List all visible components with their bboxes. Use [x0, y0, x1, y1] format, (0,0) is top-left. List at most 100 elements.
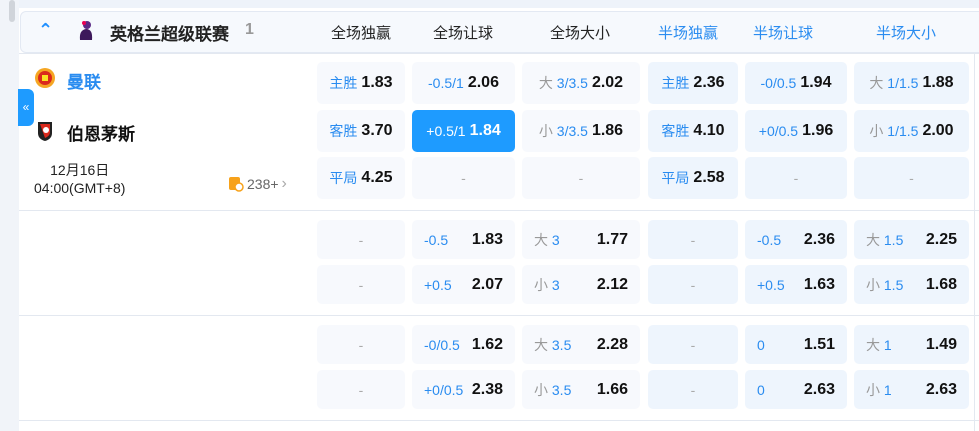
odds-cell[interactable]: 小 3 2.12: [522, 265, 640, 304]
empty-odds: -: [358, 231, 364, 248]
odds-cell: -: [854, 157, 969, 199]
odds-cell[interactable]: -0/0.5 1.94: [745, 62, 847, 104]
scrollbar-thumb[interactable]: [9, 0, 15, 22]
odds-cell[interactable]: 0 1.51: [745, 325, 847, 364]
odds-cell[interactable]: +0.5 1.63: [745, 265, 847, 304]
empty-odds: -: [690, 276, 696, 293]
odds-cell[interactable]: 客胜 3.70: [317, 110, 405, 152]
odds-prefix: 大: [534, 336, 548, 353]
odds-cell[interactable]: 大 1/1.5 1.88: [854, 62, 969, 104]
odds-label: -0.5: [424, 231, 449, 248]
odds-value: 2.58: [693, 169, 725, 186]
odds-prefix: 小: [534, 381, 548, 398]
odds-line: 小 1/1.5: [869, 121, 918, 141]
odds-cell[interactable]: -0.5 2.36: [745, 220, 847, 259]
odds-prefix: 小: [534, 276, 548, 293]
odds-prefix: 大: [869, 75, 884, 91]
odds-cell[interactable]: 小 3.5 1.66: [522, 370, 640, 409]
col-header-full-handicap: 全场让球: [432, 25, 494, 42]
col-header-half-overunder: 半场大小: [875, 25, 937, 42]
odds-cell[interactable]: 小 3/3.5 1.86: [522, 110, 640, 152]
odds-label: 3: [551, 231, 560, 248]
odds-cell[interactable]: 0 2.63: [745, 370, 847, 409]
odds-prefix: 小: [538, 123, 553, 139]
odds-cell[interactable]: 大 1.5 2.25: [854, 220, 969, 259]
odds-line: +0/0.5: [424, 382, 463, 398]
odds-cell: -: [648, 325, 738, 364]
odds-value: 1.63: [803, 275, 835, 293]
odds-value: 1.84: [469, 122, 501, 139]
premier-league-logo-icon: [79, 21, 93, 40]
odds-label: +0/0.5: [424, 381, 464, 398]
odds-prefix: 大: [866, 231, 880, 248]
odds-cell: -: [648, 370, 738, 409]
odds-cell[interactable]: 大 3.5 2.28: [522, 325, 640, 364]
odds-cell[interactable]: +0.5 2.07: [412, 265, 515, 304]
odds-cell[interactable]: 客胜 4.10: [648, 110, 738, 152]
odds-line: -0/0.5: [424, 337, 460, 353]
odds-cell: -: [648, 220, 738, 259]
odds-cell[interactable]: 主胜 1.83: [317, 62, 405, 104]
top-bar: [19, 0, 979, 8]
odds-label: 1/1.5: [887, 75, 919, 91]
odds-value: 1.96: [802, 122, 834, 139]
odds-value: 2.63: [803, 380, 835, 398]
sidebar-toggle-button[interactable]: «: [18, 89, 34, 126]
odds-value: 1.51: [803, 335, 835, 353]
empty-odds: -: [690, 381, 696, 398]
odds-cell[interactable]: 小 1 2.63: [854, 370, 969, 409]
odds-cell[interactable]: 主胜 2.36: [648, 62, 738, 104]
odds-label: 0: [757, 381, 765, 398]
odds-value: 2.25: [925, 230, 957, 248]
odds-prefix: 大: [534, 231, 548, 248]
league-header[interactable]: [20, 11, 979, 53]
match-time: 04:00(GMT+8): [34, 180, 126, 196]
odds-value: 2.28: [596, 335, 628, 353]
odds-label: 1.5: [883, 276, 904, 293]
odds-prefix: 大: [538, 75, 553, 91]
odds-value: 1.94: [800, 74, 832, 91]
odds-label: 3/3.5: [556, 123, 588, 139]
more-markets-link[interactable]: 238+ ›: [228, 175, 287, 193]
odds-value: 1.83: [361, 74, 393, 91]
odds-cell[interactable]: -0/0.5 1.62: [412, 325, 515, 364]
odds-value: 2.07: [471, 275, 503, 293]
home-team[interactable]: 曼联: [67, 73, 101, 92]
odds-line: 大 3/3.5: [539, 73, 588, 93]
odds-cell[interactable]: -0.5/1 2.06: [412, 62, 515, 104]
odds-cell[interactable]: +0/0.5 2.38: [412, 370, 515, 409]
away-team[interactable]: 伯恩茅斯: [67, 125, 135, 144]
odds-cell: -: [317, 370, 405, 409]
odds-cell[interactable]: 大 1 1.49: [854, 325, 969, 364]
odds-cell[interactable]: 小 1.5 1.68: [854, 265, 969, 304]
empty-odds: -: [690, 231, 696, 248]
empty-odds: -: [793, 170, 799, 186]
odds-cell[interactable]: 小 1/1.5 2.00: [854, 110, 969, 152]
odds-cell[interactable]: 平局 4.25: [317, 157, 405, 199]
odds-value: 2.02: [591, 74, 624, 91]
odds-label: 1: [883, 381, 892, 398]
chevron-up-icon[interactable]: ⌃: [38, 20, 54, 40]
odds-line: 主胜: [661, 73, 689, 93]
odds-label: +0.5: [757, 276, 785, 293]
odds-label: 主胜: [329, 75, 358, 91]
match-count: 1: [245, 21, 254, 38]
odds-line: 平局: [661, 168, 689, 188]
col-header-full-overunder: 全场大小: [549, 25, 611, 42]
odds-line: +0.5: [424, 277, 452, 293]
odds-line: 主胜: [329, 73, 357, 93]
divider: [19, 420, 979, 421]
odds-value: 1.83: [471, 230, 503, 248]
odds-cell[interactable]: +0/0.5 1.96: [745, 110, 847, 152]
odds-value: 2.06: [467, 74, 499, 91]
odds-value: 1.88: [922, 74, 954, 91]
odds-cell[interactable]: -0.5 1.83: [412, 220, 515, 259]
odds-cell[interactable]: 大 3 1.77: [522, 220, 640, 259]
odds-cell[interactable]: 大 3/3.5 2.02: [522, 62, 640, 104]
odds-cell[interactable]: +0.5/1 1.84: [412, 110, 515, 152]
empty-odds: -: [690, 336, 696, 353]
divider: [19, 210, 979, 211]
odds-cell[interactable]: 平局 2.58: [648, 157, 738, 199]
odds-cell: -: [317, 265, 405, 304]
odds-label: +0/0.5: [758, 123, 799, 139]
